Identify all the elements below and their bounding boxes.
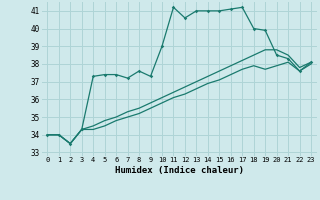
X-axis label: Humidex (Indice chaleur): Humidex (Indice chaleur) bbox=[115, 166, 244, 175]
